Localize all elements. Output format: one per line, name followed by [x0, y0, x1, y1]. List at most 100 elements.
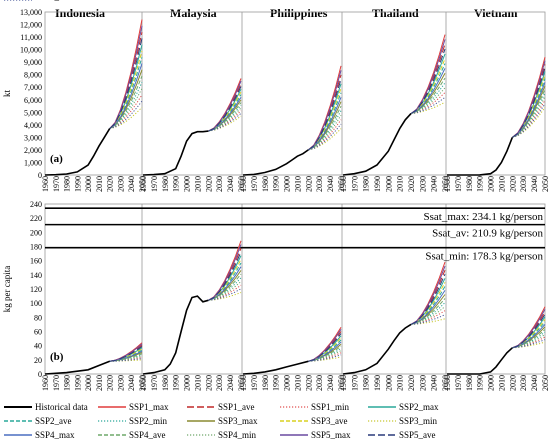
legend-label: SSP4_ave [129, 430, 166, 440]
series-ssp5-ave-indonesia [109, 38, 143, 129]
x-tick-label: 1970 [250, 375, 259, 391]
series-ssp4-min-malaysia [208, 107, 242, 132]
legend-label: SSP5_ave [399, 430, 436, 440]
x-tick-label: 1980 [362, 176, 371, 192]
x-tick-label: 2010 [193, 375, 202, 391]
x-tick-label: 2040 [226, 176, 235, 192]
legend-label: SSP1_max [129, 402, 169, 412]
y-tick-label: 9,000 [24, 58, 42, 67]
x-tick-label: 1980 [362, 375, 371, 391]
x-tick-label: 1960 [139, 176, 148, 192]
series-ssp1-min-philippines [308, 352, 342, 362]
y-tick-label: 5,000 [24, 108, 42, 117]
x-tick-label: 2000 [283, 375, 292, 391]
series-ssp4-ave-indonesia [109, 353, 143, 362]
x-tick-label: 1960 [139, 375, 148, 391]
x-tick-label: 2010 [396, 176, 405, 192]
series-ssp5-ave-vietnam [512, 314, 546, 349]
x-tick-label: 2030 [418, 375, 427, 391]
x-tick-label: 1990 [172, 375, 181, 391]
series-ssp2-min-indonesia [109, 354, 143, 362]
y-tick-label: 7,000 [24, 83, 42, 92]
x-tick-label: 2020 [407, 176, 416, 192]
x-tick-label: 2040 [127, 176, 136, 192]
x-tick-label: 1960 [41, 375, 50, 391]
y-tick-label: 120 [30, 285, 42, 294]
x-tick-label: 1970 [350, 375, 359, 391]
y-tick-label: 40 [34, 342, 42, 351]
series-ssp5-min-malaysia [208, 113, 242, 132]
x-tick-label: 2010 [95, 176, 104, 192]
panel-title-thailand: Thailand [372, 6, 419, 20]
series-ssp5-max-vietnam [511, 60, 546, 138]
series-ssp2-ave-malaysia [208, 262, 242, 301]
series-ssp1-ave-indonesia [109, 31, 143, 129]
x-tick-label: 2030 [116, 176, 125, 192]
series-ssp2-min-philippines [308, 110, 342, 151]
series-ssp5-ave-malaysia [208, 251, 242, 301]
panel-label: (b) [50, 351, 64, 363]
y-tick-label: 220 [30, 214, 42, 223]
series-ssp4-ave-vietnam [512, 329, 546, 349]
x-tick-label: 1970 [250, 176, 259, 192]
series-ssp5-ave-philippines [308, 79, 342, 151]
x-tick-label: 1990 [73, 375, 82, 391]
y-tick-label: 20 [34, 356, 42, 365]
y-tick-label: 0 [38, 171, 42, 180]
series-ssp5-min-indonesia [109, 358, 143, 362]
x-tick-label: 2000 [487, 375, 496, 391]
x-tick-label: 2040 [530, 176, 539, 192]
x-tick-label: 2000 [384, 375, 393, 391]
y-tick-label: 3,000 [24, 133, 42, 142]
x-tick-label: 1970 [150, 375, 159, 391]
y-tick-label: 240 [30, 200, 42, 209]
y-tick-label: 11,000 [20, 33, 42, 42]
x-tick-label: 2040 [430, 176, 439, 192]
saturation-label: Ssat_av: 210.9 kg/person [432, 228, 543, 240]
y-tick-label: 200 [30, 228, 42, 237]
x-tick-label: 1970 [52, 375, 61, 391]
x-tick-label: 2020 [204, 375, 213, 391]
series-historical-vietnam [447, 137, 514, 176]
series-historical-philippines [242, 149, 309, 176]
panel-label: (a) [50, 153, 63, 165]
series-ssp4-max-malaysia [208, 266, 242, 301]
series-ssp2-ave-vietnam [512, 321, 546, 349]
series-ssp4-min-vietnam [512, 96, 546, 138]
x-tick-label: 1970 [454, 375, 463, 391]
x-tick-label: 2010 [95, 375, 104, 391]
series-ssp2-min-malaysia [208, 104, 242, 132]
legend-label: SSP1_ave [218, 402, 255, 412]
x-tick-label: 2030 [315, 176, 324, 192]
x-tick-label: 2030 [315, 375, 324, 391]
x-tick-label: 2050 [138, 375, 147, 391]
x-tick-label: 2040 [530, 375, 539, 391]
x-tick-label: 2000 [384, 176, 393, 192]
x-tick-label: 1960 [443, 375, 452, 391]
series-ssp5-max-thailand [410, 39, 446, 114]
x-tick-label: 1960 [339, 176, 348, 192]
series-historical-malaysia [142, 130, 209, 176]
y-tick-label: 8,000 [24, 71, 42, 80]
x-tick-label: 2000 [183, 375, 192, 391]
x-tick-label: 1990 [73, 176, 82, 192]
x-tick-label: 1980 [63, 375, 72, 391]
series-ssp5-min-vietnam [512, 339, 546, 349]
x-tick-label: 2010 [396, 375, 405, 391]
y-tick-label: 13,000 [20, 8, 42, 17]
series-historical-philippines [242, 360, 309, 375]
x-tick-label: 2050 [541, 375, 550, 391]
y-tick-label: 12,000 [20, 21, 42, 30]
series-ssp5-min-indonesia [109, 100, 143, 130]
x-tick-label: 2020 [304, 375, 313, 391]
x-tick-label: 2010 [193, 176, 202, 192]
legend-label: Historical data [35, 402, 88, 412]
x-tick-label: 2000 [84, 375, 93, 391]
series-ssp5-ave-vietnam [512, 67, 546, 138]
legend-label: SSP1_min [311, 402, 350, 412]
x-tick-label: 2040 [430, 375, 439, 391]
x-tick-label: 1990 [373, 176, 382, 192]
y-tick-label: 180 [30, 243, 42, 252]
x-tick-label: 1980 [465, 375, 474, 391]
legend-label: SSP2_ave [35, 416, 72, 426]
